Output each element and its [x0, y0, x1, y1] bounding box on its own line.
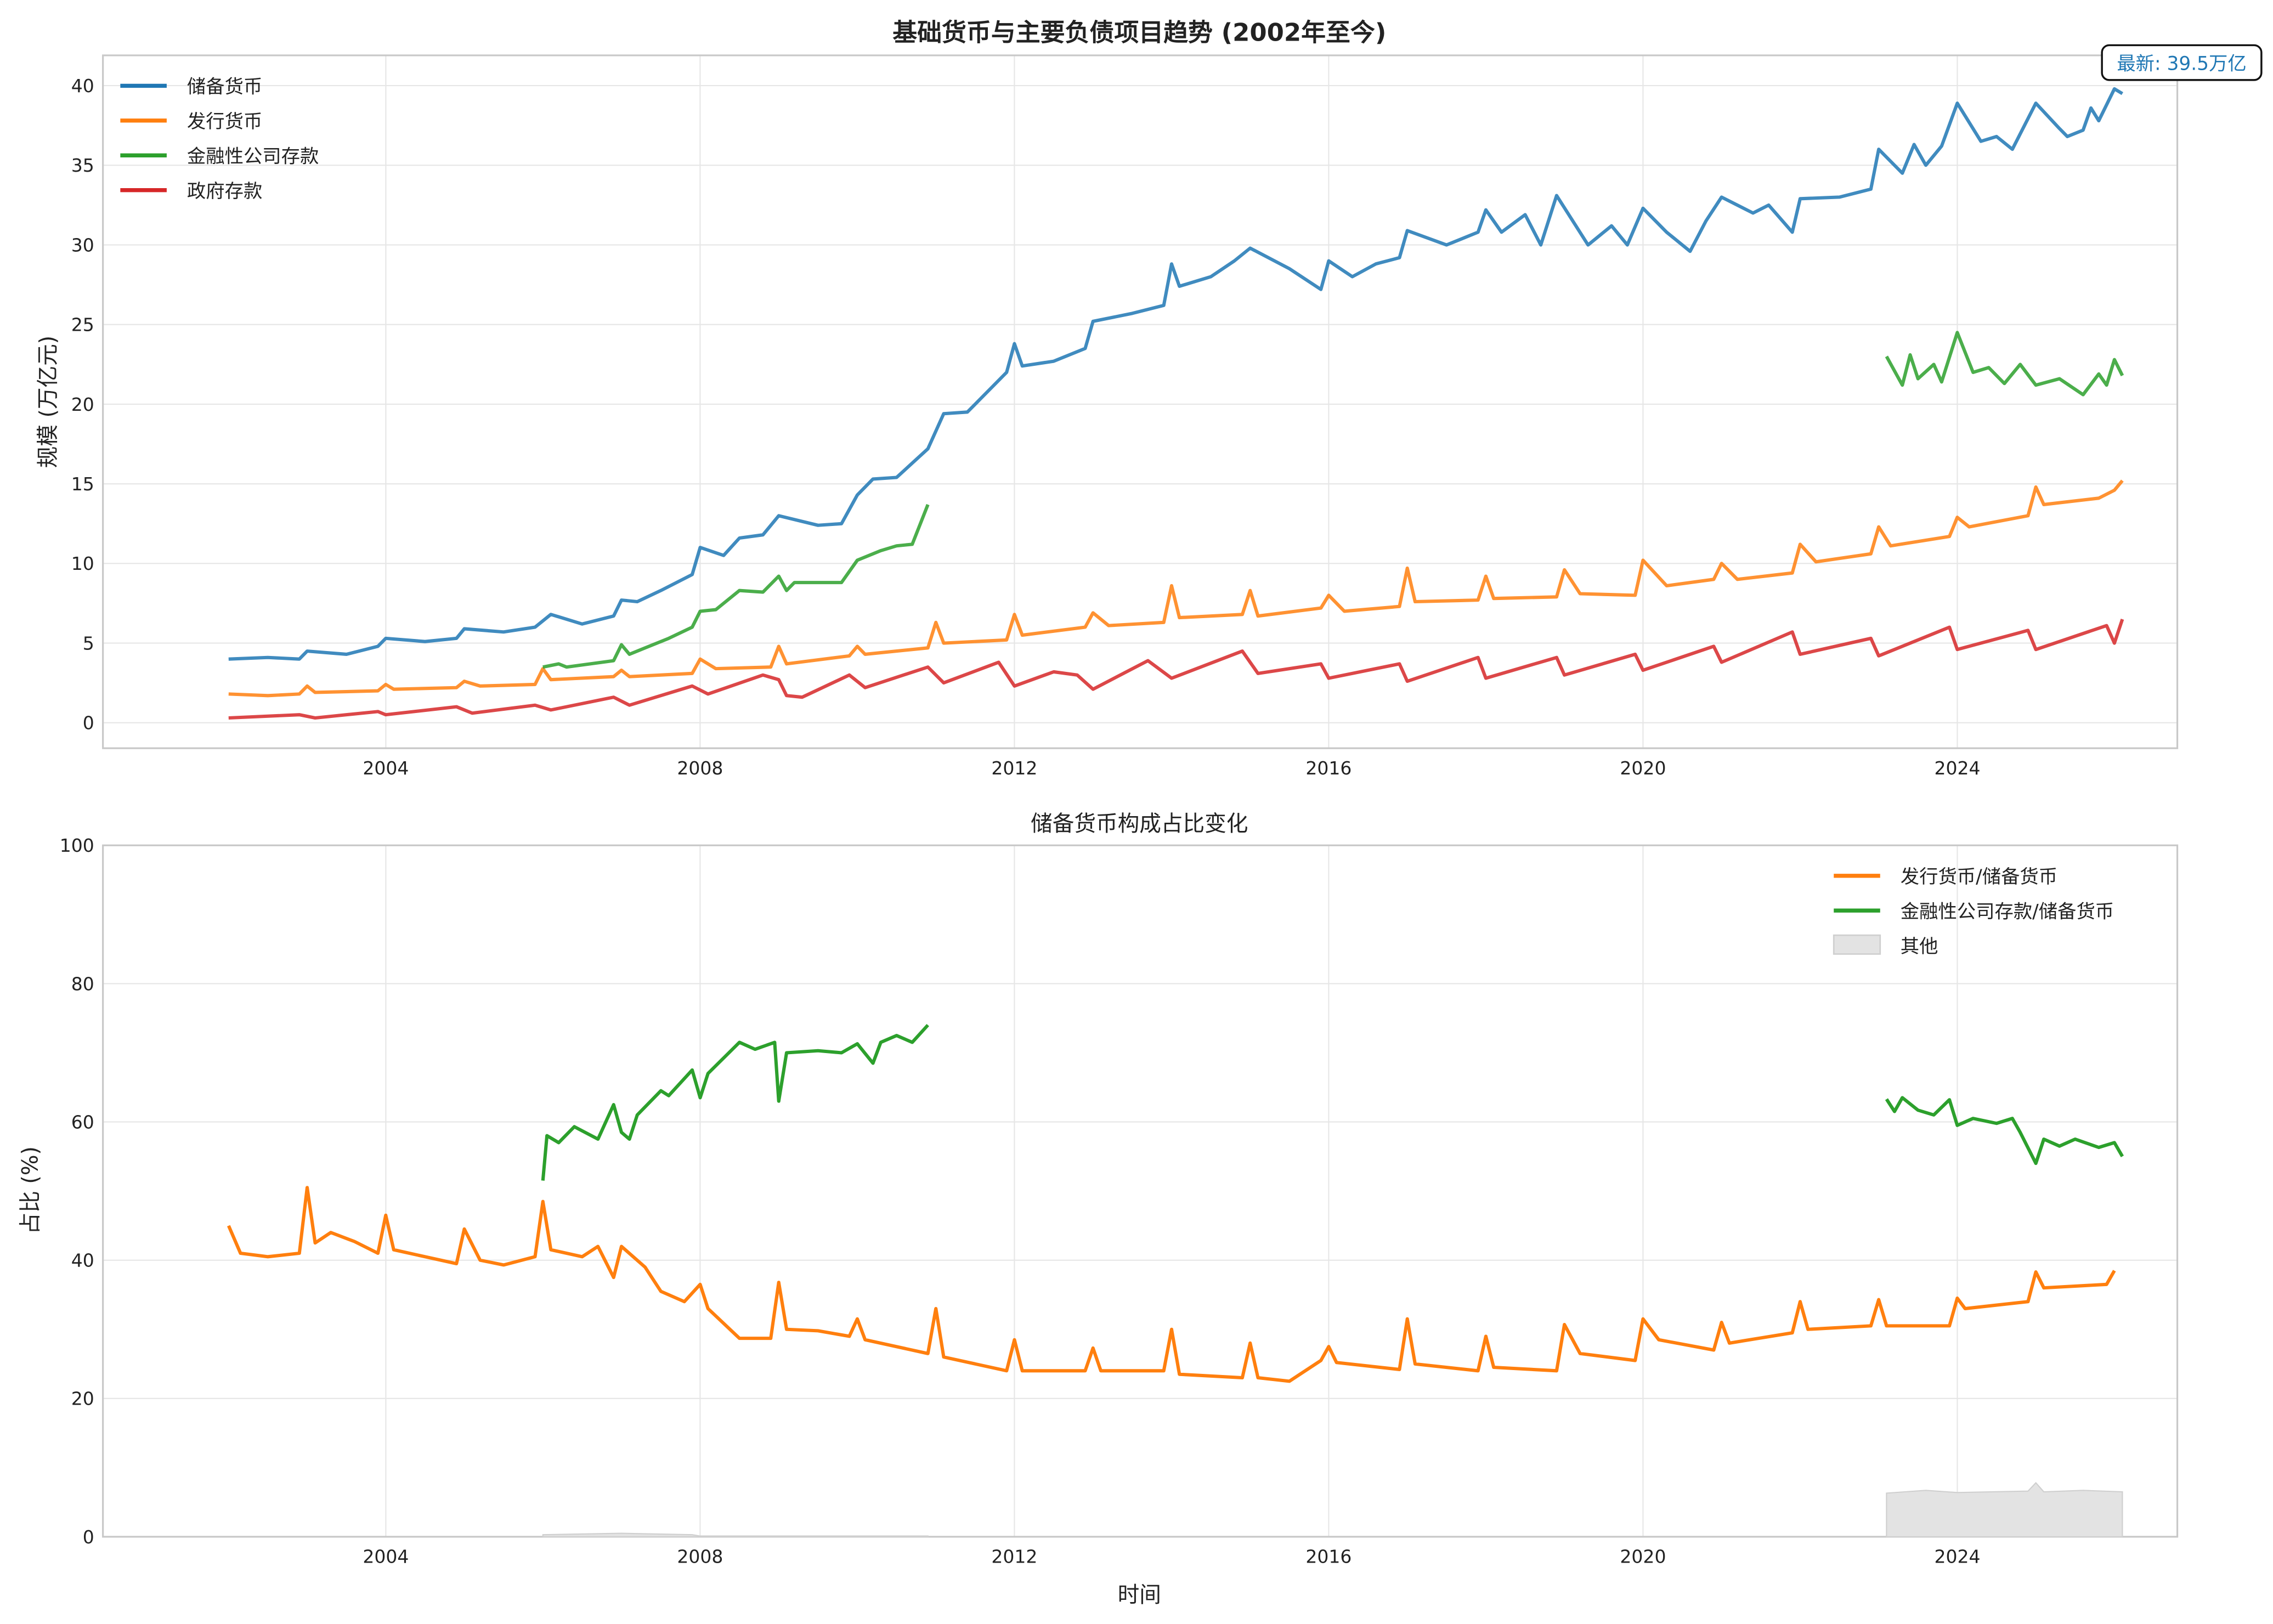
y-tick-label: 20 [71, 1388, 94, 1410]
axes-frame [102, 54, 2179, 749]
legend-swatch [1833, 934, 1881, 955]
bottom-chart-title: 储备货币构成占比变化 [1031, 811, 1248, 836]
y-tick-label: 100 [60, 835, 94, 856]
bottom-x-axis-label: 时间 [1118, 1582, 1161, 1608]
y-tick-label: 40 [71, 75, 94, 97]
x-tick-label: 2012 [991, 1546, 1037, 1568]
series-line-0 [227, 1186, 2116, 1383]
top-y-axis-label: 规模 (万亿元) [35, 336, 60, 468]
y-tick-label: 35 [71, 155, 94, 176]
series-line-3 [228, 619, 2124, 720]
legend-label: 政府存款 [187, 180, 262, 202]
x-tick-label: 2024 [1934, 757, 1980, 779]
x-tick-label: 2020 [1620, 1546, 1666, 1568]
legend-label: 储备货币 [187, 76, 262, 98]
series-area-2 [1886, 1482, 2123, 1537]
series-line-1 [228, 479, 2124, 698]
series-line-1 [541, 1023, 929, 1181]
x-tick-label: 2012 [991, 757, 1037, 779]
y-tick-label: 30 [71, 234, 94, 256]
series-line-1 [1885, 1096, 2124, 1165]
y-tick-label: 10 [71, 553, 94, 574]
series-line-0 [228, 87, 2123, 661]
x-tick-label: 2024 [1934, 1546, 1980, 1568]
y-tick-label: 80 [71, 973, 94, 994]
legend-label: 其他 [1901, 936, 1938, 958]
x-tick-label: 2016 [1305, 1546, 1352, 1568]
x-tick-label: 2008 [677, 1546, 723, 1568]
legend-label: 金融性公司存款 [187, 146, 319, 168]
y-tick-label: 5 [83, 632, 94, 654]
x-tick-label: 2016 [1305, 757, 1352, 779]
bottom-y-axis-label: 占比 (%) [18, 1146, 43, 1234]
legend-label: 发行货币 [187, 111, 262, 133]
x-tick-label: 2004 [363, 1546, 409, 1568]
series-area-2 [542, 1532, 929, 1537]
y-tick-label: 0 [83, 712, 94, 734]
legend-label: 发行货币/储备货币 [1901, 866, 2057, 888]
y-tick-label: 60 [71, 1111, 94, 1133]
y-tick-label: 0 [83, 1526, 94, 1548]
x-tick-label: 2020 [1620, 757, 1666, 779]
y-tick-label: 15 [71, 473, 94, 495]
x-tick-label: 2008 [677, 757, 723, 779]
y-tick-label: 25 [71, 314, 94, 336]
legend-label: 金融性公司存款/储备货币 [1901, 901, 2114, 923]
top-axes: 2004 2008 2012 2016 2020 2024 0 5 10 15 20 25 30 35 40… [71, 54, 2179, 779]
x-tick-label: 2004 [363, 757, 409, 779]
latest-annotation: 最新: 39.5万亿 [2101, 44, 2263, 81]
bottom-axes: 2004 2008 2012 2016 2020 2024 0 20 40 60 80 100 发行货币… [60, 835, 2179, 1568]
series-line-2 [542, 503, 930, 669]
y-tick-label: 20 [71, 394, 94, 415]
top-chart-title: 基础货币与主要负债项目趋势 (2002年至今) [892, 18, 1386, 47]
series-line-2 [1885, 331, 2124, 397]
axes-frame [102, 844, 2179, 1538]
latest-annotation-text: 最新: 39.5万亿 [2117, 53, 2246, 75]
y-tick-label: 40 [71, 1250, 94, 1271]
